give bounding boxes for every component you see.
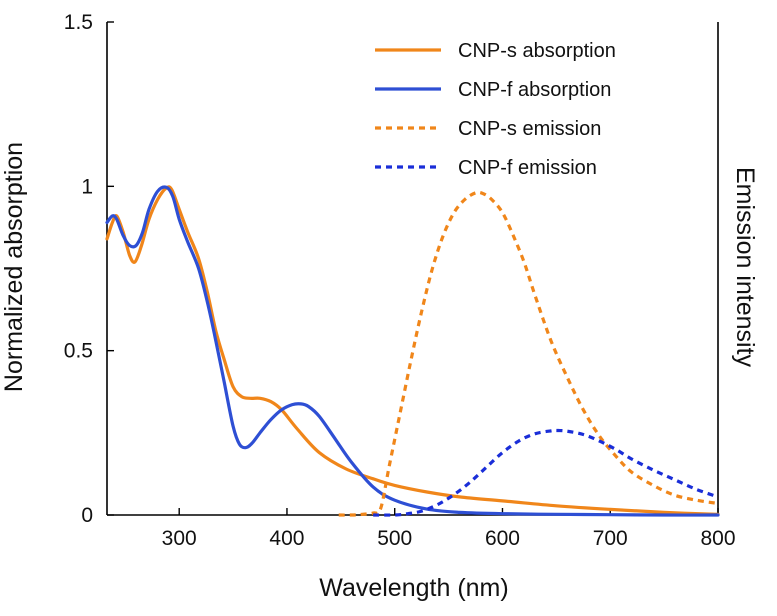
series-layer bbox=[105, 185, 720, 517]
x-tick-label: 300 bbox=[162, 527, 197, 550]
axes-layer: 300 400 500 600 700 800 0 0.5 1 1.5 bbox=[64, 11, 736, 550]
legend-label: CNP-s absorption bbox=[458, 40, 616, 62]
x-axis-title: Wavelength (nm) bbox=[319, 574, 508, 602]
y-tick-label: 0 bbox=[81, 504, 93, 527]
legend-label: CNP-f emission bbox=[458, 157, 597, 179]
legend-label: CNP-f absorption bbox=[458, 79, 611, 101]
legend-layer: CNP-s absorption CNP-f absorption CNP-s em… bbox=[375, 40, 616, 179]
y2-axis-title: Emission intensity bbox=[731, 167, 759, 368]
y-tick-label: 1 bbox=[81, 175, 93, 198]
x-tick-label: 400 bbox=[269, 527, 304, 550]
series-cnp-f-emission bbox=[373, 428, 719, 517]
x-tick-label: 800 bbox=[700, 527, 735, 550]
x-tick-label: 700 bbox=[593, 527, 628, 550]
series-cnp-s-emission bbox=[338, 190, 719, 517]
y-axis-title: Normalized absorption bbox=[0, 142, 28, 392]
x-tick-label: 500 bbox=[377, 527, 412, 550]
y-tick-label: 0.5 bbox=[64, 340, 93, 363]
series-cnp-f-absorption bbox=[105, 185, 720, 517]
legend-label: CNP-s emission bbox=[458, 118, 601, 140]
x-tick-label: 600 bbox=[485, 527, 520, 550]
series-cnp-s-absorption bbox=[105, 185, 720, 516]
y-tick-label: 1.5 bbox=[64, 11, 93, 34]
